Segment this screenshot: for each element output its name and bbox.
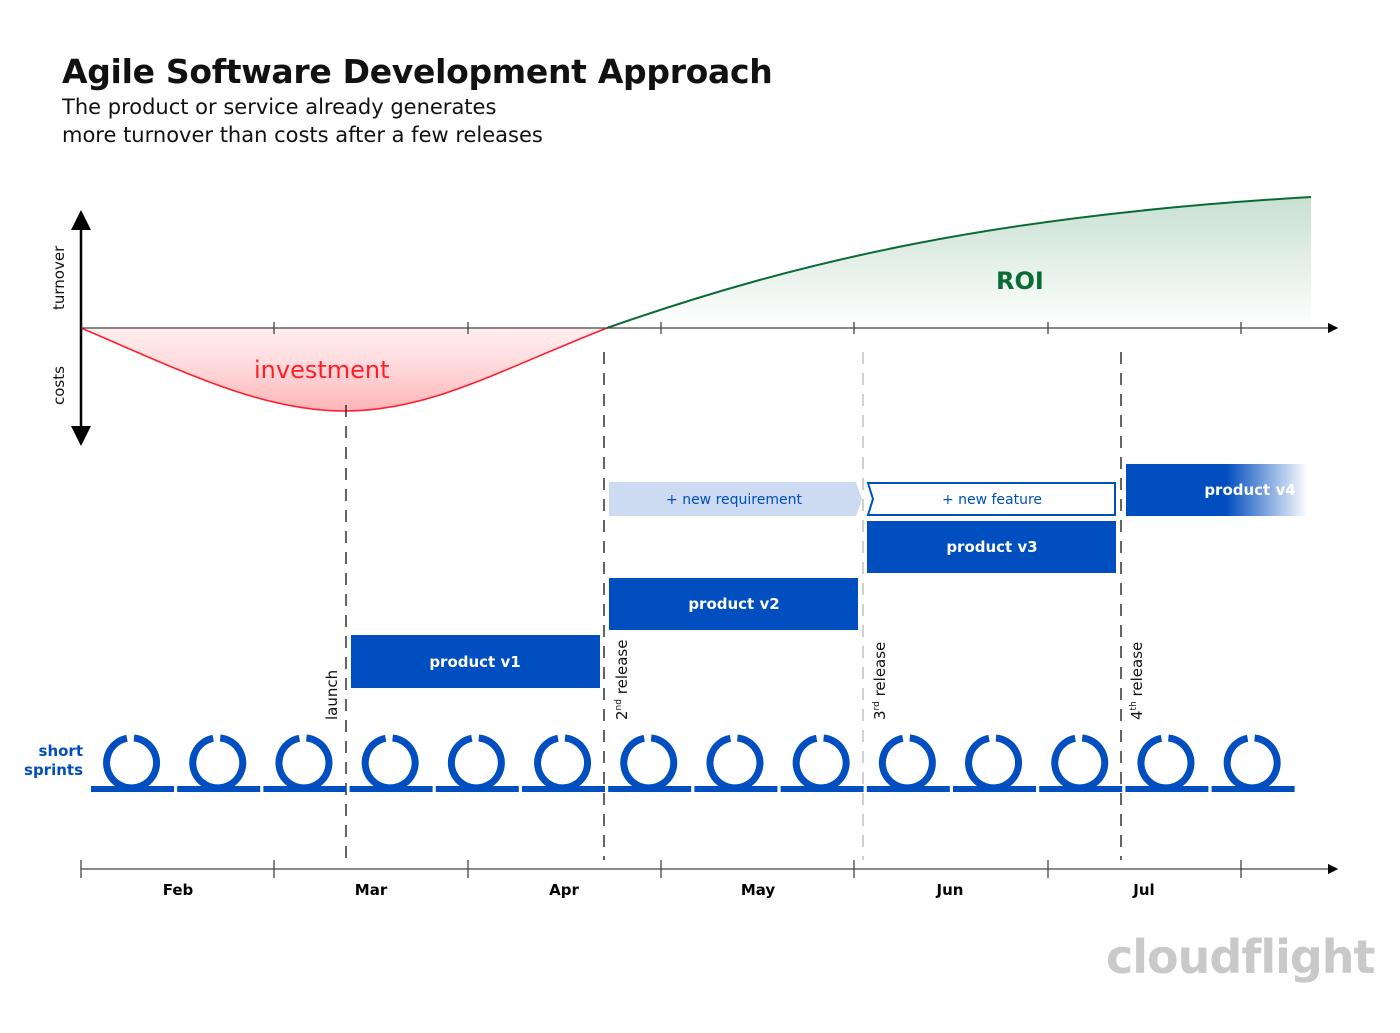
- sprint-loop: [522, 734, 605, 792]
- investment-area: [81, 328, 607, 411]
- sprint-loop: [177, 734, 261, 792]
- month-jul: Jul: [1132, 881, 1154, 899]
- new-requirement-arrow: + new requirement: [609, 482, 862, 516]
- month-mar: Mar: [355, 881, 388, 899]
- sprint-loop: [1211, 734, 1295, 792]
- sprint-loop: [91, 734, 174, 792]
- svg-text:product v4: product v4: [1204, 481, 1295, 499]
- product-v3-box: product v3: [867, 521, 1116, 573]
- roi-curve: [606, 196, 1312, 329]
- release-3-label: 3rd release: [871, 642, 889, 720]
- month-jun: Jun: [936, 881, 964, 899]
- sprints-label-1: short: [39, 742, 83, 760]
- launch-label: launch: [323, 670, 341, 720]
- svg-text:product v3: product v3: [946, 538, 1037, 556]
- sprint-loop: [263, 734, 347, 792]
- sprint-loops: [91, 734, 1295, 792]
- sprint-loop: [866, 734, 950, 792]
- svg-text:+ new requirement: + new requirement: [666, 492, 802, 508]
- product-v2-box: product v2: [609, 578, 858, 630]
- roi-label: ROI: [996, 267, 1044, 295]
- turnover-label: turnover: [50, 245, 68, 310]
- investment-curve: [80, 327, 608, 412]
- sprint-loop: [608, 734, 692, 792]
- sprint-loop: [1039, 734, 1123, 792]
- month-feb: Feb: [163, 881, 194, 899]
- subtitle-line-1: The product or service already generates: [62, 95, 497, 119]
- subtitle: The product or service already generates…: [62, 93, 543, 149]
- svg-text:+ new feature: + new feature: [942, 492, 1042, 508]
- svg-text:product v2: product v2: [688, 595, 779, 613]
- month-may: May: [741, 881, 776, 899]
- page-title: Agile Software Development Approach: [62, 52, 773, 91]
- top-ticks: [273, 322, 1242, 334]
- release-4-label: 4th release: [1128, 642, 1146, 720]
- month-apr: Apr: [549, 881, 579, 899]
- sprint-loop: [780, 734, 864, 792]
- sprint-loop: [435, 734, 519, 792]
- sprint-loop: [694, 734, 778, 792]
- subtitle-line-2: more turnover than costs after a few rel…: [62, 123, 543, 147]
- cloudflight-logo: cloudflight: [1106, 930, 1376, 984]
- product-v4-box: product v4: [1126, 464, 1308, 516]
- sprint-loop: [953, 734, 1036, 792]
- new-feature-arrow: + new feature: [866, 482, 1116, 516]
- sprint-loop: [1125, 734, 1209, 792]
- release-2-label: 2nd release: [613, 640, 631, 720]
- roi-area: [607, 197, 1311, 328]
- costs-label: costs: [50, 366, 68, 405]
- sprints-label-2: sprints: [24, 761, 83, 779]
- bottom-ticks: [80, 860, 1242, 878]
- product-v1-box: product v1: [351, 635, 600, 688]
- sprint-loop: [349, 734, 433, 792]
- milestone-lines: [345, 352, 1122, 860]
- svg-text:product v1: product v1: [429, 653, 520, 671]
- investment-label: investment: [254, 356, 390, 384]
